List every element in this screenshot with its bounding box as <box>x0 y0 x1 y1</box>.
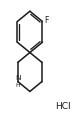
Text: N: N <box>15 75 21 81</box>
Text: HCl: HCl <box>55 102 71 111</box>
Text: H: H <box>16 83 20 88</box>
Text: F: F <box>45 16 49 25</box>
